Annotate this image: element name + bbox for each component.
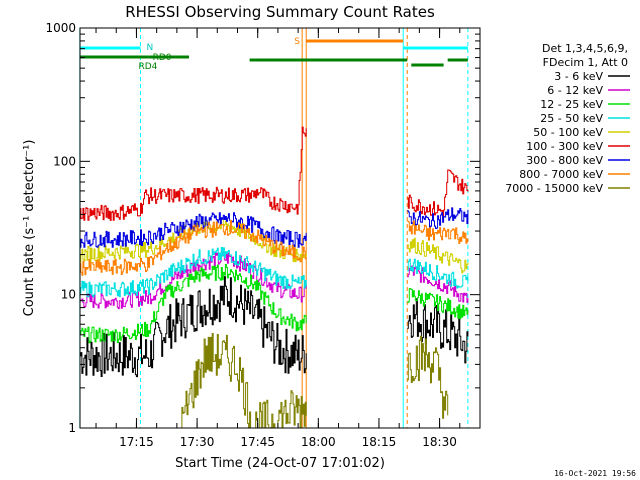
status-bar-label-N: N — [146, 43, 153, 53]
legend-entry-label-7: 800 - 7000 keV — [519, 168, 603, 181]
y-tick-label-3: 1000 — [45, 21, 76, 35]
legend-entry-label-5: 100 - 300 keV — [526, 140, 603, 153]
series-line-7-0 — [79, 220, 307, 276]
series-line-0-0 — [79, 276, 307, 378]
x-axis-label: Start Time (24-Oct-07 17:01:02) — [175, 456, 385, 471]
chart-title: RHESSI Observing Summary Count Rates — [125, 3, 435, 21]
y-tick-label-1: 10 — [61, 288, 76, 302]
status-bar-label-RD4: RD4 — [138, 62, 157, 72]
series-line-1-0 — [79, 252, 307, 310]
series-line-5-0 — [79, 126, 307, 221]
y-tick-label-2: 100 — [53, 154, 76, 168]
x-tick-label-1: 17:30 — [180, 435, 215, 449]
legend-header-1: FDecim 1, Att 0 — [543, 56, 628, 69]
status-bar-label-S: S — [294, 37, 300, 47]
series-line-5-1 — [407, 169, 469, 218]
x-tick-label-5: 18:30 — [422, 435, 457, 449]
series-line-7-1 — [407, 220, 469, 244]
x-tick-label-3: 18:00 — [301, 435, 336, 449]
series-line-2-1 — [407, 288, 469, 320]
series-line-6-1 — [407, 207, 469, 230]
x-tick-label-4: 18:15 — [362, 435, 397, 449]
status-bar-label-RD0: RD0 — [153, 53, 172, 63]
legend-entry-label-1: 6 - 12 keV — [547, 84, 603, 97]
y-axis: 1 10 100 1000 — [45, 21, 480, 435]
y-tick-label-0: 1 — [68, 421, 76, 435]
y-axis-label: Count Rate (s⁻¹ detector⁻¹) — [22, 140, 37, 317]
legend-entry-label-4: 50 - 100 keV — [533, 126, 603, 139]
series-line-3-0 — [79, 247, 307, 298]
legend: Det 1,3,4,5,6,9,FDecim 1, Att 03 - 6 keV… — [505, 42, 630, 195]
legend-entry-label-6: 300 - 800 keV — [526, 154, 603, 167]
legend-entry-label-8: 7000 - 15000 keV — [505, 182, 603, 195]
x-tick-label-0: 17:15 — [119, 435, 154, 449]
series-line-2-0 — [79, 264, 307, 344]
x-axis: 17:15 17:30 17:45 18:00 18:15 18:30 — [95, 28, 481, 449]
footer-timestamp: 16-Oct-2021 19:56 — [554, 469, 636, 478]
legend-entry-label-0: 3 - 6 keV — [554, 70, 603, 83]
legend-entry-label-2: 12 - 25 keV — [540, 98, 603, 111]
series-line-4-1 — [407, 237, 469, 274]
x-tick-label-2: 17:45 — [240, 435, 275, 449]
legend-header-0: Det 1,3,4,5,6,9, — [542, 42, 628, 55]
legend-entry-label-3: 25 - 50 keV — [540, 112, 603, 125]
series-line-8-0 — [180, 333, 307, 429]
series-line-3-1 — [407, 258, 469, 289]
plot-frame — [79, 27, 481, 429]
series-line-8-1 — [407, 335, 449, 419]
